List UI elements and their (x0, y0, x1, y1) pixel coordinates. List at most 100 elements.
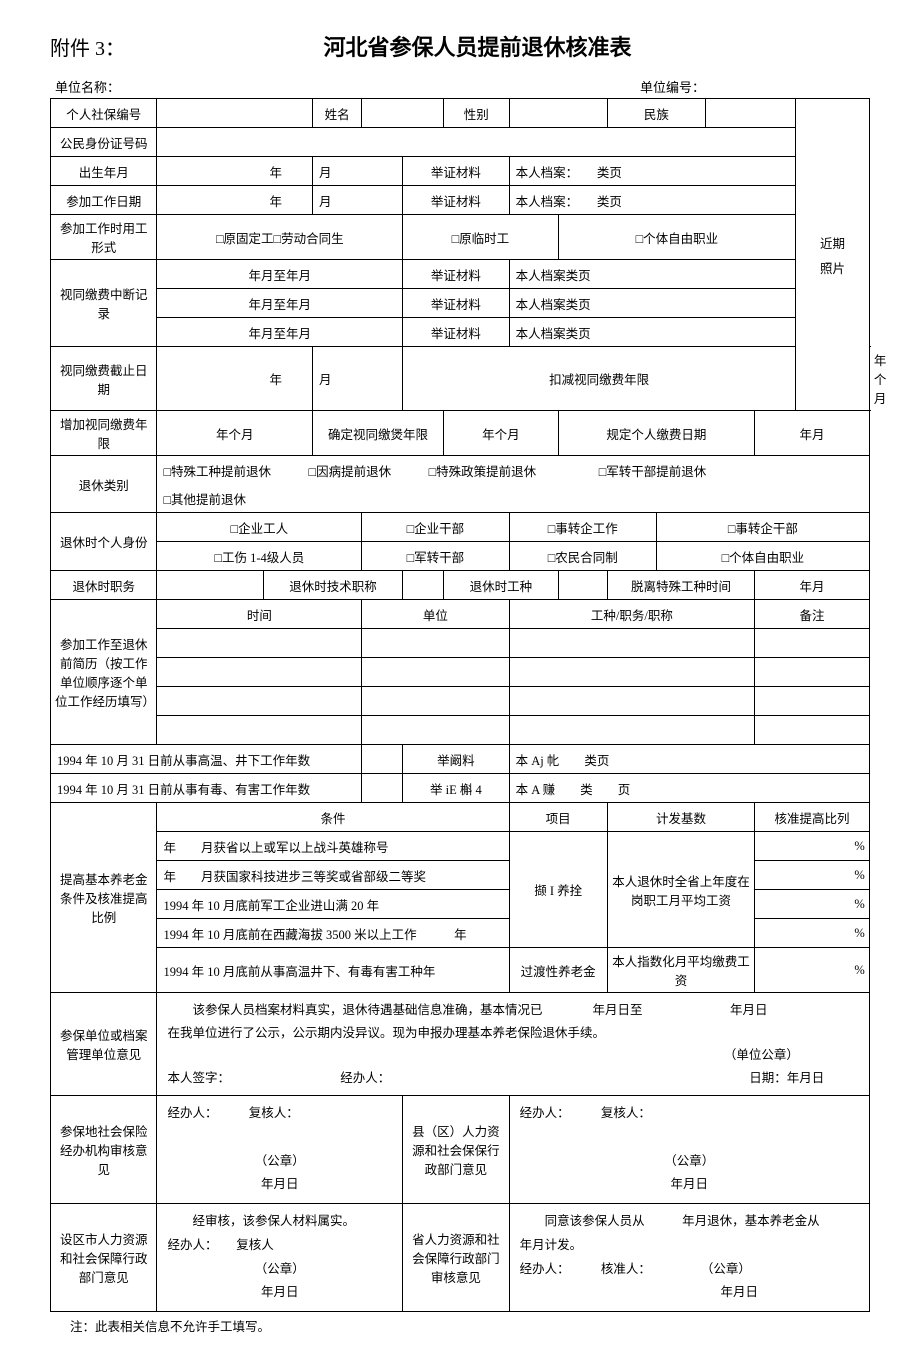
cell-interrupt-ev-3: 举证材料 (403, 318, 509, 347)
unit-name-label: 单位名称： (55, 77, 120, 96)
cell-resume-h4: 备注 (755, 600, 870, 629)
cell-confirm-val: 年个月 (444, 411, 559, 456)
resume-r4-job (509, 716, 755, 745)
cell-raise-hbase: 计发基数 (607, 803, 754, 832)
cell-birth-month: 月 (313, 157, 403, 186)
cell-identity-r2o2: □军转干部 (362, 542, 509, 571)
cell-workdate-month: 月 (313, 186, 403, 215)
cell-id-value (157, 128, 796, 157)
cell-retiretype-row2: □其他提前退休 (157, 484, 869, 513)
cell-empform-opt3: □个体自由职业 (558, 215, 795, 260)
cell-identity-r2o1: □工伤 1-4级人员 (157, 542, 362, 571)
resume-r3-unit (362, 687, 509, 716)
cell-paydate-label: 规定个人缴费日期 (558, 411, 755, 456)
cell-worktype-label: 退休时工种 (444, 571, 559, 600)
cell-agency-left: 经办人： 复核人： （公章） 年月日 (157, 1096, 403, 1204)
cell-raise-pct5: % (755, 948, 870, 993)
cell-empform-opt2: □原临时工 (403, 215, 559, 260)
cell-interrupt-file-2: 本人档案类页 (509, 289, 796, 318)
cell-agency-right: 经办人： 复核人： （公章） 年月日 (509, 1096, 869, 1204)
cell-name-label: 姓名 (313, 99, 362, 128)
cell-interrupt-period-3: 年月至年月 (157, 318, 403, 347)
cell-add-label: 增加视同缴费年限 (51, 411, 157, 456)
cell-identity-r1o2: □企业干部 (362, 513, 509, 542)
cell-1994a-ev: 举阚料 (403, 745, 509, 774)
cell-cutoff-deduct-label: 扣减视同缴费年限 (403, 347, 796, 411)
cell-cutoff-month: 月 (313, 347, 403, 411)
cell-resume-label: 参加工作至退休前简历（按工作单位顺序逐个单位工作经历填写） (51, 600, 157, 745)
cell-leave-val: 年月 (755, 571, 870, 600)
footer-note: 注：此表相关信息不允许手工填写。 (50, 1316, 870, 1335)
cell-interrupt-period-2: 年月至年月 (157, 289, 403, 318)
resume-r2-time (157, 658, 362, 687)
cell-raise-c4: 1994 年 10 月底前在西藏海拔 3500 米以上工作 年 (157, 919, 509, 948)
cell-1994a-label: 1994 年 10 月 31 日前从事高温、井下工作年数 (51, 745, 362, 774)
cell-raise-item2: 过渡性养老金 (509, 948, 607, 993)
photo-label-2: 照片 (800, 258, 865, 277)
resume-r2-unit (362, 658, 509, 687)
cell-raise-base2: 本人指数化月平均缴费工资 (607, 948, 754, 993)
cell-identity-r1o3: □事转企工作 (509, 513, 656, 542)
resume-r3-job (509, 687, 755, 716)
resume-r1-time (157, 629, 362, 658)
resume-r1-unit (362, 629, 509, 658)
cell-ethnic-label: 民族 (607, 99, 705, 128)
cell-birth-file: 本人档案： 类页 (509, 157, 796, 186)
cell-leave-label: 脱离特殊工种时间 (607, 571, 754, 600)
cell-resume-h1: 时间 (157, 600, 362, 629)
photo-label-1: 近期 (800, 233, 865, 252)
cell-workdate-ev: 举证材料 (403, 186, 509, 215)
resume-r2-note (755, 658, 870, 687)
resume-r1-note (755, 629, 870, 658)
unit-code-label: 单位编号： (640, 77, 705, 96)
cell-interrupt-label: 视同缴费中断记录 (51, 260, 157, 347)
cell-raise-pct4: % (755, 919, 870, 948)
cell-workdate-year: 年 (157, 186, 313, 215)
cell-ssn-label: 个人社保编号 (51, 99, 157, 128)
cell-techtitle-val (403, 571, 444, 600)
cell-birth-label: 出生年月 (51, 157, 157, 186)
cell-gender-label: 性别 (444, 99, 510, 128)
cell-resume-h3: 工种/职务/职称 (509, 600, 755, 629)
cell-interrupt-ev-1: 举证材料 (403, 260, 509, 289)
cell-retiretype-row1: □特殊工种提前退休 □因病提前退休 □特殊政策提前退休 □军转干部提前退休 (157, 456, 869, 485)
cell-1994b-ev: 举 iE 槲 4 (403, 774, 509, 803)
cell-city-mid-label: 省人力资源和社会保障行政部门审核意见 (403, 1204, 509, 1312)
cell-raise-base1: 本人退休时全省上年度在岗职工月平均工资 (607, 832, 754, 948)
cell-ssn-value (157, 99, 313, 128)
cell-raise-pct2: % (755, 861, 870, 890)
cell-identity-r1o4: □事转企干部 (656, 513, 869, 542)
cell-agency-label: 参保地社会保险经办机构审核意见 (51, 1096, 157, 1204)
resume-r4-time (157, 716, 362, 745)
cell-id-label: 公民身份证号码 (51, 128, 157, 157)
cell-1994a-file: 本 Aj 㠲 类页 (509, 745, 869, 774)
cell-city-right: 同意该参保人员从 年月退休，基本养老金从 年月计发。 经办人： 核准人： （公章… (509, 1204, 869, 1312)
photo-area: 近期 照片 (796, 99, 870, 411)
cell-job-label: 退休时职务 (51, 571, 157, 600)
cell-identity-label: 退休时个人身份 (51, 513, 157, 571)
cell-agency-mid-label: 县（区）人力资源和社会保保行政部门意见 (403, 1096, 509, 1204)
cell-raise-label: 提高基本养老金条件及核准提高比例 (51, 803, 157, 993)
cell-1994b-val (362, 774, 403, 803)
resume-r3-note (755, 687, 870, 716)
page-title: 河北省参保人员提前退休核准表 (205, 30, 750, 62)
cell-retiretype-label: 退休类别 (51, 456, 157, 513)
cell-ethnic-value (706, 99, 796, 128)
cell-unitop-label: 参保单位或档案管理单位意见 (51, 993, 157, 1096)
cell-raise-hitem: 项目 (509, 803, 607, 832)
cell-city-left: 经审核，该参保人材料属实。 经办人： 复核人 （公章） 年月日 (157, 1204, 403, 1312)
cell-1994b-label: 1994 年 10 月 31 日前从事有毒、有害工作年数 (51, 774, 362, 803)
resume-r1-job (509, 629, 755, 658)
cell-empform-label: 参加工作时用工形式 (51, 215, 157, 260)
cell-unitop-content: 该参保人员档案材料真实，退休待遇基础信息准确，基本情况已 年月日至 年月日 在我… (157, 993, 869, 1096)
cell-resume-h2: 单位 (362, 600, 509, 629)
cell-add-val: 年个月 (157, 411, 313, 456)
cell-identity-r2o3: □农民合同制 (509, 542, 656, 571)
cell-name-value (362, 99, 444, 128)
cell-paydate-val: 年月 (755, 411, 870, 456)
resume-r4-unit (362, 716, 509, 745)
cell-gender-value (509, 99, 607, 128)
attachment-label: 附件 3： (50, 32, 125, 61)
approval-form-table: 个人社保编号 姓名 性别 民族 近期 照片 公民身份证号码 出生年月 年 月 举… (50, 98, 870, 1312)
cell-raise-hratio: 核准提高比列 (755, 803, 870, 832)
